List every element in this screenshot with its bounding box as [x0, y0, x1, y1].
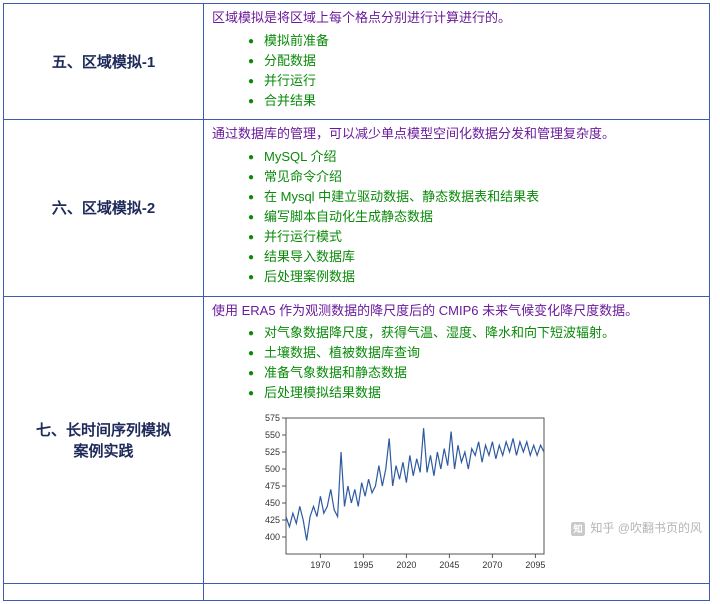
bullet-list: MySQL 介绍常见命令介绍在 Mysql 中建立驱动数据、静态数据表和结果表编…	[212, 147, 701, 288]
row-content: 通过数据库的管理，可以减少单点模型空间化数据分发和管理复杂度。 MySQL 介绍常…	[204, 120, 710, 296]
empty-cell	[204, 583, 710, 600]
row-title: 五、区域模拟-1	[4, 4, 204, 120]
bullet-item: 后处理模拟结果数据	[264, 383, 701, 403]
row-intro: 使用 ERA5 作为观测数据的降尺度后的 CMIP6 未来气候变化降尺度数据。	[212, 301, 701, 321]
row-content: 区域模拟是将区域上每个格点分别进行计算进行的。模拟前准备分配数据并行运行合并结果	[204, 4, 710, 120]
svg-text:500: 500	[265, 464, 280, 474]
svg-text:1970: 1970	[310, 560, 330, 570]
bullet-item: MySQL 介绍	[264, 147, 701, 167]
row-title: 六、区域模拟-2	[4, 120, 204, 296]
lesson-table: 五、区域模拟-1区域模拟是将区域上每个格点分别进行计算进行的。模拟前准备分配数据…	[3, 3, 710, 601]
bullet-item: 后处理案例数据	[264, 267, 701, 287]
svg-text:550: 550	[265, 430, 280, 440]
row-content: 使用 ERA5 作为观测数据的降尺度后的 CMIP6 未来气候变化降尺度数据。对…	[204, 296, 710, 583]
bullet-item: 常见命令介绍	[264, 167, 701, 187]
row-intro: 通过数据库的管理，可以减少单点模型空间化数据分发和管理复杂度。	[212, 124, 701, 144]
svg-text:1995: 1995	[353, 560, 373, 570]
bullet-item: 并行运行	[264, 71, 701, 91]
bullet-item: 在 Mysql 中建立驱动数据、静态数据表和结果表	[264, 187, 701, 207]
bullet-item: 结果导入数据库	[264, 247, 701, 267]
bullet-item: 准备气象数据和静态数据	[264, 363, 701, 383]
row-title: 七、长时间序列模拟案例实践	[4, 296, 204, 583]
svg-text:2045: 2045	[439, 560, 459, 570]
svg-text:2095: 2095	[525, 560, 545, 570]
bullet-item: 分配数据	[264, 51, 701, 71]
chart-svg: 400 425 450 475 500 525 550 575 1970 1995 2020 2045…	[252, 412, 552, 572]
svg-text:525: 525	[265, 447, 280, 457]
svg-text:575: 575	[265, 413, 280, 423]
bullet-item: 合并结果	[264, 91, 701, 111]
bullet-item: 土壤数据、植被数据库查询	[264, 343, 701, 363]
row-title-text: 七、长时间序列模拟案例实践	[36, 422, 171, 460]
bullet-list: 模拟前准备分配数据并行运行合并结果	[212, 31, 701, 112]
svg-text:400: 400	[265, 532, 280, 542]
bullet-item: 编写脚本自动化生成静态数据	[264, 207, 701, 227]
bullet-item: 对气象数据降尺度，获得气温、湿度、降水和向下短波辐射。	[264, 323, 701, 343]
svg-text:450: 450	[265, 498, 280, 508]
bullet-item: 并行运行模式	[264, 227, 701, 247]
bullet-item: 模拟前准备	[264, 31, 701, 51]
row-intro: 区域模拟是将区域上每个格点分别进行计算进行的。	[212, 8, 701, 28]
timeseries-chart: 400 425 450 475 500 525 550 575 1970 1995 2020 2045…	[252, 412, 701, 575]
svg-text:2020: 2020	[396, 560, 416, 570]
bullet-list: 对气象数据降尺度，获得气温、湿度、降水和向下短波辐射。土壤数据、植被数据库查询准…	[212, 323, 701, 404]
svg-text:425: 425	[265, 515, 280, 525]
svg-text:2070: 2070	[482, 560, 502, 570]
svg-text:475: 475	[265, 481, 280, 491]
empty-cell	[4, 583, 204, 600]
